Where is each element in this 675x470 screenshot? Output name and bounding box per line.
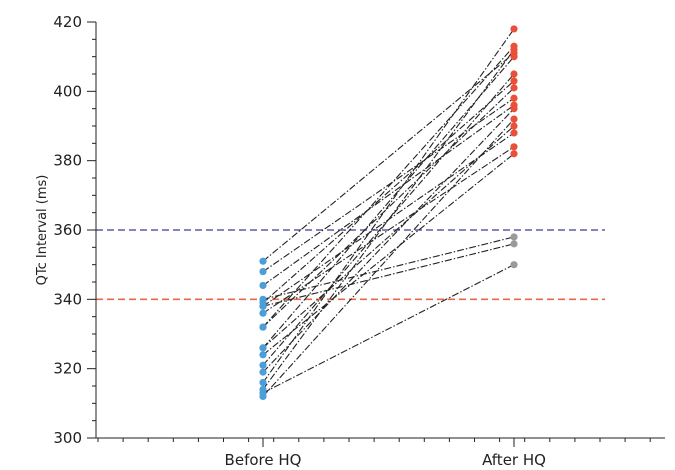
y-tick-label: 360 [53,221,82,239]
pair-lines [263,29,514,396]
x-ticks: Before HQ After HQ [98,438,650,469]
pair-line [263,81,514,303]
pair-line [263,109,514,372]
y-ticks: 300 320 340 360 380 400 420 [53,13,96,447]
after-point [510,84,517,91]
x-tick-label: After HQ [482,451,546,469]
after-point [510,261,517,268]
after-point [510,122,517,129]
y-tick-label: 420 [53,13,82,31]
pair-line [263,74,514,365]
y-tick-label: 380 [53,152,82,170]
y-tick-label: 340 [53,290,82,308]
before-point [259,351,266,358]
after-point [510,105,517,112]
after-point [510,70,517,77]
pair-line [263,126,514,348]
before-point [259,268,266,275]
after-point [510,150,517,157]
before-point [259,303,266,310]
before-point [259,310,266,317]
after-point [510,46,517,53]
pair-line [263,237,514,299]
after-point [510,240,517,247]
after-point [510,129,517,136]
after-point [510,95,517,102]
x-tick-label: Before HQ [225,451,302,469]
after-point [510,53,517,60]
before-point [259,393,266,400]
before-point [259,362,266,369]
before-point [259,323,266,330]
after-point [510,115,517,122]
after-point [510,25,517,32]
y-tick-label: 400 [53,82,82,100]
before-point [259,282,266,289]
before-point [259,258,266,265]
pair-line [263,46,514,327]
reference-lines [96,230,605,299]
data-points [259,25,517,400]
pair-line [263,29,514,383]
after-point [510,233,517,240]
pair-line [263,105,514,285]
pair-line [263,244,514,306]
pair-line [263,154,514,355]
after-point [510,143,517,150]
axes [96,22,665,438]
y-axis-title: QTc Interval (ms) [35,175,50,286]
y-tick-label: 320 [53,360,82,378]
before-point [259,344,266,351]
after-point [510,77,517,84]
before-point [259,369,266,376]
before-point [259,379,266,386]
y-tick-label: 300 [53,429,82,447]
pair-line [263,119,514,396]
